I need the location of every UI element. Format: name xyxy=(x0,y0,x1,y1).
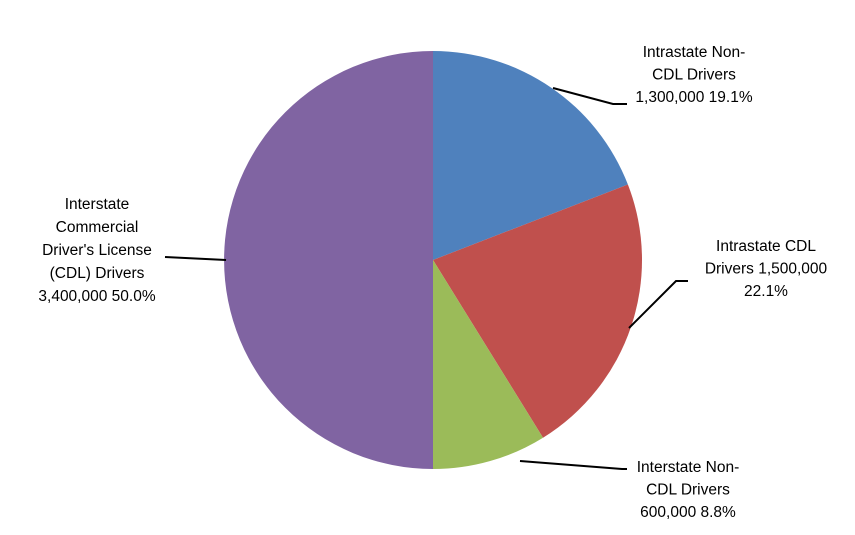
pie-slice-interstate-commercial-driver-s-license-cdl-drivers xyxy=(224,51,433,469)
leader-line-interstate-non-cdl-drivers xyxy=(519,460,627,470)
pie-slice-intrastate-non-cdl-drivers xyxy=(433,50,628,260)
data-label-line: Interstate Non- xyxy=(637,459,740,476)
slice-labels: Intrastate Non- CDL Drivers 1,300,000 19.1… xyxy=(38,44,827,521)
pie-slice-intrastate-cdl-drivers xyxy=(433,184,643,438)
data-label-line: (CDL) Drivers xyxy=(50,265,145,282)
data-label-line: CDL Drivers xyxy=(646,482,730,499)
data-label-line: Drivers 1,500,000 xyxy=(705,261,828,278)
data-label-line: Intrastate Non- xyxy=(643,44,746,61)
data-label-line: 22.1% xyxy=(744,283,788,300)
data-label-line: 600,000 8.8% xyxy=(640,504,736,521)
data-label-line: Driver's License xyxy=(42,242,152,259)
data-label-line: Commercial xyxy=(56,219,139,236)
data-label-line: Interstate xyxy=(65,196,130,213)
data-label-line: Intrastate CDL xyxy=(716,238,816,255)
pie-slice-interstate-non-cdl-drivers xyxy=(433,260,544,469)
data-label-line: CDL Drivers xyxy=(652,67,736,84)
leader-lines xyxy=(164,87,688,470)
leader-line-intrastate-cdl-drivers xyxy=(628,280,688,329)
data-label-line: 3,400,000 50.0% xyxy=(38,288,155,305)
data-label-intrastate-non-cdl-drivers: Intrastate Non- CDL Drivers 1,300,000 19.1… xyxy=(635,44,752,106)
data-label-line: 1,300,000 19.1% xyxy=(635,89,752,106)
data-label-intrastate-cdl-drivers: Intrastate CDL Drivers 1,500,000 22.1% xyxy=(705,238,828,300)
pie-slices xyxy=(224,50,643,469)
leader-line-interstate-commercial-driver-s-license-cdl-drivers xyxy=(164,256,227,261)
data-label-interstate-commercial-driver-s-license-cdl-drivers: Interstate Commercial Driver's License (CDL… xyxy=(38,196,155,305)
leader-line-intrastate-non-cdl-drivers xyxy=(552,87,627,105)
data-label-interstate-non-cdl-drivers: Interstate Non- CDL Drivers 600,000 8.8% xyxy=(637,459,740,521)
